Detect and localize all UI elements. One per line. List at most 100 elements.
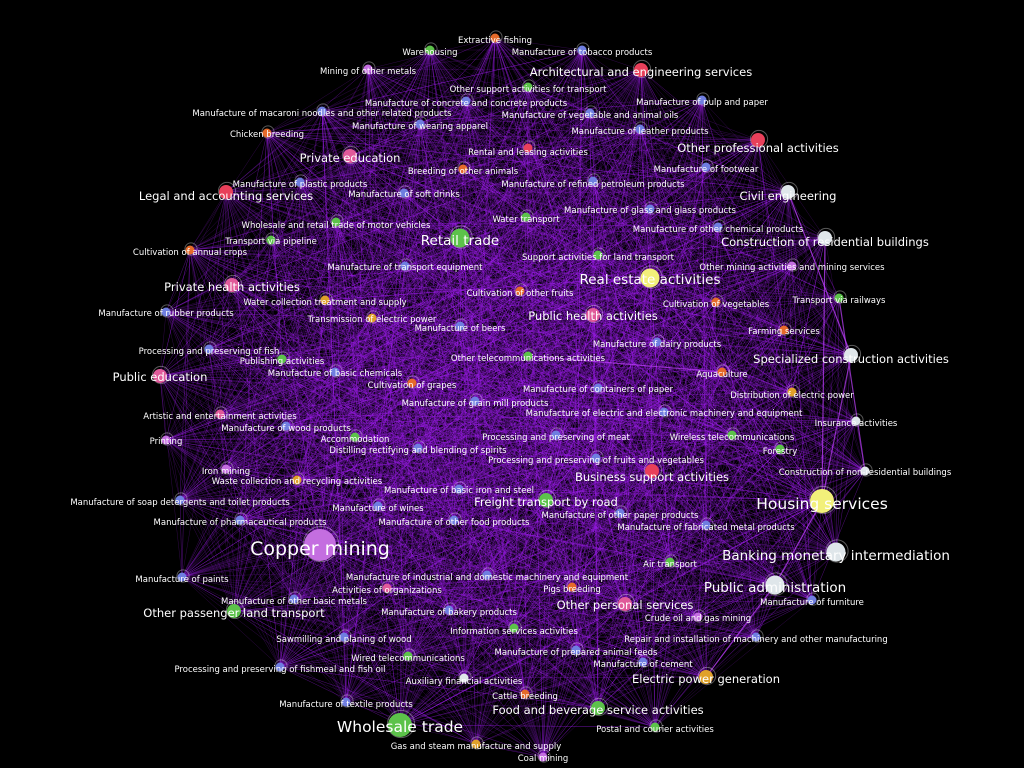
- edge: [465, 100, 521, 292]
- edge: [783, 191, 789, 331]
- edge: [475, 329, 785, 745]
- edge: [239, 155, 351, 521]
- edge: [494, 37, 719, 228]
- edge: [225, 166, 707, 470]
- edge: [349, 155, 793, 267]
- edge: [640, 69, 707, 526]
- edge: [429, 49, 757, 638]
- edge: [527, 147, 599, 389]
- edge: [225, 112, 591, 470]
- edge: [519, 180, 594, 292]
- edge: [159, 375, 653, 472]
- edge: [159, 375, 597, 459]
- edge: [225, 139, 759, 470]
- node-label-manufacture-of-beers: Manufacture of beers: [415, 324, 506, 334]
- edge: [367, 68, 826, 239]
- edge: [656, 329, 785, 343]
- edge: [459, 191, 789, 327]
- edge: [165, 69, 642, 441]
- edge: [519, 290, 707, 526]
- edge: [293, 226, 719, 600]
- edge: [715, 265, 793, 303]
- edge: [319, 208, 651, 546]
- edge: [429, 49, 707, 526]
- edge: [231, 237, 826, 286]
- edge: [225, 112, 591, 193]
- edge: [592, 314, 733, 436]
- edge: [159, 375, 413, 384]
- edge: [189, 239, 272, 251]
- edge: [266, 132, 644, 663]
- edge: [639, 128, 785, 331]
- edge: [404, 265, 573, 588]
- edge: [465, 100, 573, 588]
- edge: [270, 239, 665, 413]
- edge: [494, 37, 719, 228]
- edge: [219, 358, 283, 415]
- edge: [371, 317, 577, 651]
- edge: [429, 49, 467, 102]
- edge: [462, 128, 641, 170]
- edge: [639, 128, 813, 601]
- edge: [321, 110, 626, 605]
- edge: [386, 325, 461, 589]
- edge: [527, 139, 759, 149]
- edge: [324, 299, 336, 373]
- edge: [189, 249, 283, 360]
- edge: [324, 299, 373, 319]
- edge: [592, 314, 658, 343]
- edge: [343, 254, 599, 638]
- edge: [592, 314, 644, 663]
- edge: [651, 191, 789, 472]
- edge: [225, 191, 852, 356]
- edge: [225, 166, 707, 470]
- edge: [640, 69, 789, 193]
- edge: [404, 265, 626, 605]
- edge: [299, 181, 857, 422]
- edge: [270, 239, 621, 514]
- edge: [239, 265, 406, 521]
- edge: [354, 69, 642, 438]
- edge: [219, 49, 431, 415]
- edge: [179, 69, 642, 501]
- edge: [321, 99, 703, 112]
- edge: [459, 208, 651, 327]
- node-label-wired-telecommunications: Wired telecommunications: [351, 654, 465, 664]
- edge: [281, 358, 644, 663]
- edge: [592, 180, 656, 728]
- edge: [285, 265, 793, 427]
- edge: [279, 277, 651, 668]
- edge: [189, 249, 461, 327]
- node-label-food-and-beverage-service-activities: Food and beverage service activities: [492, 703, 703, 717]
- edge: [527, 86, 707, 526]
- edge: [231, 237, 826, 286]
- edge: [165, 100, 467, 441]
- edge: [592, 180, 757, 638]
- node-label-manufacture-of-leather-products: Manufacture of leather products: [571, 127, 709, 137]
- edge: [448, 265, 793, 611]
- edge: [349, 155, 529, 357]
- edge: [619, 226, 719, 514]
- edge: [335, 221, 717, 303]
- edge: [231, 284, 460, 490]
- edge: [419, 100, 467, 125]
- edge: [165, 37, 496, 313]
- edge: [429, 49, 717, 303]
- edge: [519, 237, 826, 292]
- edge: [321, 100, 467, 112]
- edge: [239, 314, 594, 521]
- edge: [270, 168, 464, 241]
- edge: [519, 290, 823, 502]
- edge: [270, 192, 405, 241]
- edge: [208, 348, 793, 393]
- edge: [189, 239, 272, 251]
- edge: [165, 311, 221, 415]
- edge: [296, 68, 369, 481]
- edge: [654, 301, 717, 728]
- edge: [525, 191, 789, 218]
- edge: [527, 147, 857, 422]
- edge: [465, 100, 719, 228]
- edge: [296, 69, 642, 481]
- edge: [649, 277, 717, 303]
- edge: [334, 139, 759, 373]
